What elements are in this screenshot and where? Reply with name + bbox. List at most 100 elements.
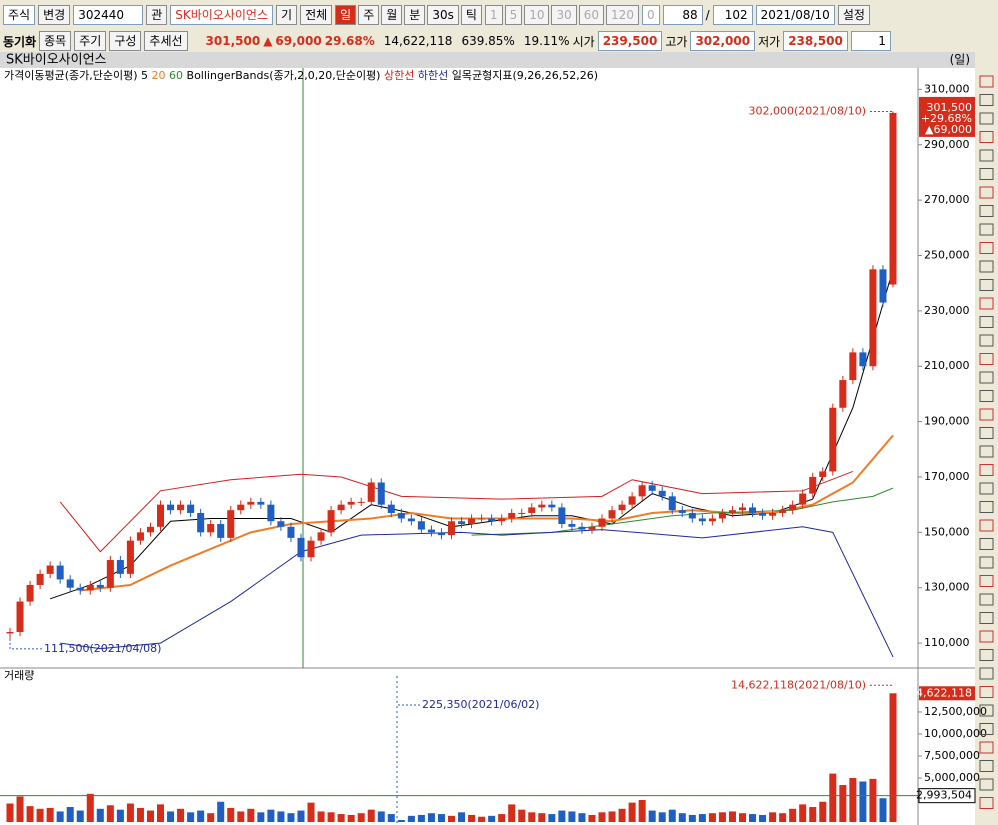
volume-bar (819, 801, 827, 822)
link[interactable]: 관 (146, 5, 168, 25)
rate: 29.68% (324, 34, 375, 48)
candle-body (538, 504, 546, 508)
all[interactable]: 전체 (300, 5, 333, 25)
info-button[interactable]: 구성 (109, 31, 142, 51)
volume-bar (879, 798, 887, 822)
y-tick-label: 290,000 (924, 138, 970, 151)
high-label: 고가 (665, 34, 688, 49)
legend-entry: 하한선 (418, 68, 448, 82)
total: 102 (712, 5, 753, 25)
candle-body (738, 507, 747, 511)
candle-body (829, 407, 837, 472)
volume-bar (518, 809, 526, 822)
candle-body (16, 601, 24, 633)
candle-body (357, 501, 365, 503)
candle-body (809, 476, 817, 494)
volume-bar (247, 808, 255, 822)
candle-body (136, 532, 144, 541)
volume-bar (548, 814, 556, 822)
open-label: 시가 (572, 34, 595, 49)
tool-icon (979, 390, 994, 402)
tool-icon (979, 427, 994, 439)
volume-bar (167, 811, 175, 822)
volume-bar (779, 813, 787, 822)
minute-button[interactable]: 5 (504, 5, 523, 25)
date[interactable]: 2021/08/10 (755, 5, 835, 25)
volume-bar (678, 813, 686, 822)
candle-body (407, 518, 415, 522)
volume-bar (217, 801, 225, 822)
candle-body (126, 540, 134, 574)
period-button[interactable]: 주 (358, 5, 380, 25)
settings[interactable]: 설정 (837, 5, 870, 25)
volume-bar (618, 808, 626, 822)
candle-body (207, 524, 215, 533)
y-tick-label: 310,000 (924, 82, 970, 95)
volume-bar (417, 814, 425, 822)
minute-button[interactable]: 1 (484, 5, 503, 25)
code[interactable]: 302440 (73, 5, 144, 25)
period: (일) (950, 53, 970, 67)
candle-body (237, 504, 245, 511)
tool-icon (979, 760, 994, 772)
candle-body (468, 518, 476, 525)
volume-bar (177, 808, 185, 822)
candle-body (26, 584, 34, 602)
stock-name[interactable]: SK바이오사이언스 (170, 5, 274, 25)
tool-icon (979, 242, 994, 254)
tool-icon (979, 686, 994, 698)
candle-body (277, 521, 285, 527)
candle-body (528, 507, 536, 513)
minute-button[interactable]: 10 (524, 5, 550, 25)
candle-body (347, 501, 355, 505)
high: 302,000 (690, 31, 756, 51)
volume-rate: 639.85% (461, 34, 515, 48)
count[interactable]: 88 (662, 5, 703, 25)
zero[interactable]: 0 (641, 5, 660, 25)
period-button[interactable]: 분 (404, 5, 426, 25)
volume-bar (347, 814, 355, 822)
minute-button[interactable]: 120 (606, 5, 639, 25)
candle-body (146, 526, 154, 533)
candle-body (498, 518, 506, 522)
volume-bar (738, 813, 747, 822)
candle-body (417, 521, 425, 530)
change[interactable]: 변경 (38, 5, 71, 25)
period-button[interactable]: 일 (335, 5, 357, 25)
tool-icon (979, 186, 994, 199)
volume-bar (799, 804, 807, 822)
candle-body (859, 352, 867, 367)
period-button[interactable]: 30s (427, 5, 459, 25)
volume-bar (357, 813, 365, 822)
volume-bar (86, 793, 94, 822)
pane[interactable]: 1 (850, 31, 891, 51)
info-button[interactable]: 종목 (39, 31, 72, 51)
candle-body (608, 510, 616, 519)
candle-body (668, 496, 676, 511)
info-button[interactable]: 추세선 (144, 31, 188, 51)
slash: / (705, 8, 710, 22)
tool-icon (979, 556, 994, 569)
candle-body (76, 587, 84, 591)
candle-body (56, 565, 64, 580)
volume-bar (869, 778, 877, 822)
candle-body (568, 524, 576, 527)
info-button[interactable]: 주기 (74, 31, 107, 51)
volume-bar (608, 811, 616, 822)
tool-icon (979, 94, 994, 106)
candle-body (46, 565, 54, 574)
volume-bar (658, 812, 666, 822)
period-button[interactable]: 월 (381, 5, 403, 25)
market[interactable]: 주식 (3, 5, 36, 25)
basic[interactable]: 기 (276, 5, 298, 25)
volume-bar (267, 809, 275, 822)
minute-button[interactable]: 30 (551, 5, 577, 25)
average-label: 2,993,504 (916, 789, 972, 802)
period-button[interactable]: 틱 (460, 5, 482, 25)
candle-body (628, 496, 636, 505)
minute-button[interactable]: 60 (578, 5, 605, 25)
volume-bar (136, 807, 144, 822)
tool-icon (979, 575, 994, 587)
tool-icon (979, 279, 994, 291)
